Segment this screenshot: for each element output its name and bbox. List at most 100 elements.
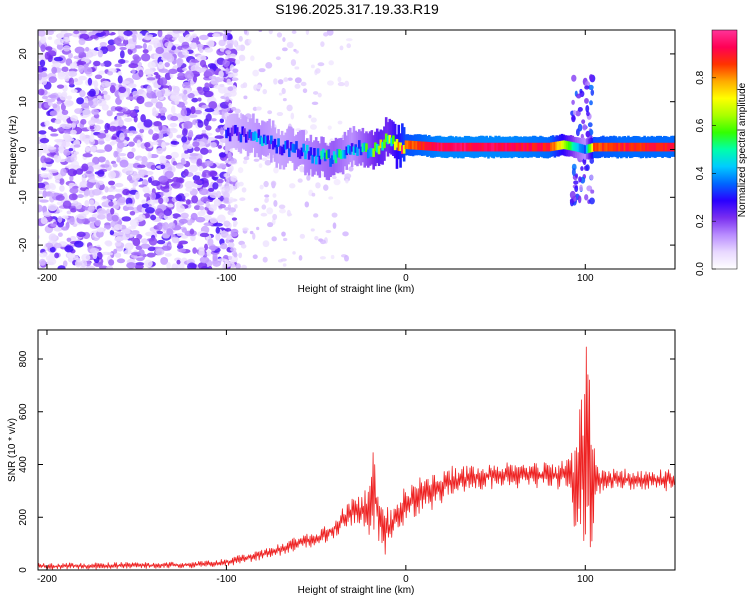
- noise-blob: [94, 74, 103, 80]
- noise-blob: [210, 142, 217, 148]
- noise-blob: [227, 86, 234, 92]
- ridge-core: [368, 147, 372, 157]
- snr-ytick-label: 800: [18, 350, 29, 367]
- noise-blob: [337, 81, 345, 87]
- ridge-core: [295, 141, 298, 150]
- noise-blob: [144, 207, 155, 214]
- noise-blob: [224, 185, 230, 193]
- ridge-halo: [402, 127, 406, 162]
- noise-blob: [118, 86, 127, 94]
- ridge-halo: [401, 123, 404, 158]
- noise-blob: [79, 30, 87, 34]
- noise-blob: [118, 196, 126, 204]
- spike-blob: [588, 84, 594, 91]
- noise-blob: [116, 258, 126, 264]
- colorbar: 0.0 0.2 0.4 0.6 0.8 Normalized spectral ampl…: [695, 29, 748, 276]
- noise-blob: [88, 146, 97, 153]
- noise-blob: [68, 193, 78, 201]
- noise-blob: [278, 92, 283, 96]
- ridge-core: [587, 144, 591, 153]
- noise-blob: [290, 112, 295, 120]
- noise-blob: [184, 180, 194, 189]
- noise-blob: [223, 221, 230, 226]
- ridge-core: [510, 142, 514, 152]
- ridge-core: [370, 148, 374, 157]
- spectrogram-ytick-label: 0: [18, 146, 29, 152]
- snr-xtick-label: -200: [37, 574, 57, 585]
- ridge-core: [621, 142, 625, 152]
- ridge-halo: [343, 131, 347, 167]
- noise-blob: [262, 256, 268, 263]
- noise-blob: [271, 236, 277, 242]
- noise-blob: [222, 191, 230, 200]
- ridge-core: [392, 135, 395, 145]
- ridge-core: [609, 142, 612, 152]
- noise-blob: [62, 200, 72, 209]
- noise-blob: [230, 175, 238, 182]
- ridge-halo: [300, 129, 304, 165]
- ridge-core: [454, 142, 458, 152]
- noise-blob: [294, 66, 300, 70]
- ridge-core: [397, 142, 401, 151]
- spike-blob: [571, 74, 577, 82]
- noise-blob: [142, 49, 149, 54]
- noise-blob: [167, 42, 172, 51]
- colorbar-frame: [711, 29, 738, 270]
- noise-blob: [113, 37, 122, 45]
- noise-blob: [212, 256, 218, 261]
- ridge-core: [549, 142, 553, 152]
- noise-blob: [68, 148, 74, 152]
- noise-blob: [205, 113, 212, 122]
- noise-blob: [216, 178, 224, 184]
- noise-blob: [119, 93, 125, 101]
- spike-blob: [571, 168, 576, 177]
- spike-blob: [582, 123, 587, 131]
- noise-blob: [158, 197, 164, 205]
- noise-blob: [234, 59, 241, 65]
- noise-blob: [85, 146, 91, 153]
- ridge-core: [593, 142, 596, 152]
- noise-blob: [156, 147, 164, 155]
- ridge-core: [384, 133, 388, 143]
- noise-blob: [228, 197, 234, 204]
- ridge-core: [415, 141, 419, 150]
- ridge-core: [555, 141, 558, 151]
- colorbar-gradient: [712, 30, 737, 269]
- ridge-core: [352, 146, 356, 156]
- noise-blob: [109, 82, 117, 87]
- ridge-core: [639, 142, 643, 152]
- ridge-core: [673, 142, 675, 152]
- noise-blob: [197, 262, 208, 269]
- ridge-halo: [253, 122, 257, 158]
- noise-blob: [214, 135, 224, 139]
- noise-blob: [158, 212, 164, 220]
- noise-blob: [129, 210, 136, 216]
- ridge-core: [585, 144, 589, 154]
- noise-blob: [312, 91, 319, 95]
- ridge-core: [227, 127, 230, 137]
- noise-blob: [151, 180, 161, 187]
- noise-blob: [75, 202, 83, 210]
- ridge-core: [250, 132, 253, 141]
- ridge-core: [646, 142, 650, 152]
- ridge-core: [427, 141, 431, 151]
- ridge-core: [526, 142, 530, 152]
- noise-blob: [140, 238, 148, 244]
- noise-blob: [69, 187, 79, 194]
- noise-blob: [224, 228, 232, 232]
- ridge-halo: [325, 145, 329, 180]
- noise-blob: [116, 141, 125, 149]
- noise-blob: [171, 36, 177, 41]
- noise-blob: [56, 201, 63, 206]
- noise-blob: [50, 184, 57, 191]
- noise-blob: [228, 73, 235, 78]
- ridge-core: [449, 142, 453, 152]
- noise-blob: [299, 233, 306, 239]
- noise-blob: [86, 182, 92, 188]
- noise-blob: [345, 178, 349, 184]
- noise-blob: [212, 182, 219, 190]
- noise-blob: [174, 97, 180, 105]
- noise-blob: [204, 82, 210, 88]
- noise-blob: [282, 98, 287, 102]
- ridge-core: [476, 142, 480, 152]
